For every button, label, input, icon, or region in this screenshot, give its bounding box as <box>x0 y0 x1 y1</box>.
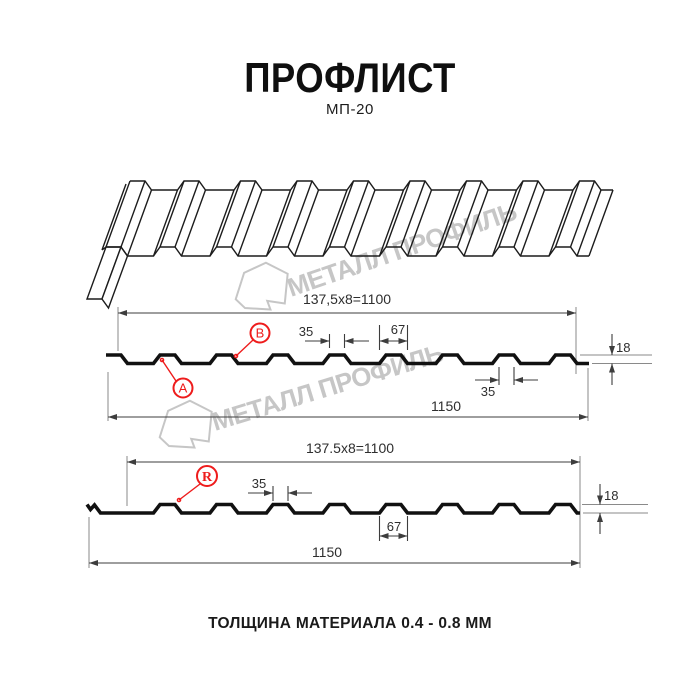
dim-rib-top-width: 35 <box>252 476 266 491</box>
dim-rib-top-width-right: 35 <box>481 384 495 399</box>
label-a-letter: A <box>179 381 188 396</box>
sheet-left-edge <box>101 183 127 251</box>
dim-overall-top: 1150 <box>431 398 461 414</box>
cross-section-top: 137,5x8=1100 35 67 18 35 1150 A <box>106 291 652 421</box>
point-label-b: B <box>233 322 271 359</box>
leader-line <box>235 339 254 357</box>
profile-model-subtitle: МП-20 <box>326 101 374 118</box>
metall-profil-logo-icon <box>234 261 289 311</box>
leader-dot <box>233 353 239 359</box>
label-r-letter: R <box>202 470 213 485</box>
dim-ticks-rib-base <box>378 325 409 350</box>
dim-ticks-rib-top-right <box>498 367 515 385</box>
label-a-badge <box>172 377 194 399</box>
material-thickness-note: ТОЛЩИНА МАТЕРИАЛА 0.4 - 0.8 ММ <box>208 615 492 632</box>
profile-outline-top <box>106 353 589 366</box>
dim-rib-base-width: 67 <box>391 322 405 337</box>
watermark-text: МЕТАЛЛ ПРОФИЛЬ <box>208 337 448 436</box>
dim-overall-bottom: 1150 <box>312 544 342 560</box>
sheet-near-edge <box>106 246 589 257</box>
dim-ticks-rib-top <box>272 486 289 501</box>
dim-profile-height: 18 <box>616 340 630 355</box>
sheet-far-edge <box>130 180 613 191</box>
sheet-3d-view <box>85 180 614 310</box>
leader-line <box>161 359 177 382</box>
sheet-rib-edges <box>105 180 614 257</box>
label-r-badge <box>196 465 218 487</box>
dim-ticks-rib-top <box>328 334 346 348</box>
dim-rib-base-width: 67 <box>387 519 401 534</box>
point-label-a: A <box>159 357 194 399</box>
dim-coverage-bottom: 137.5x8=1100 <box>306 440 394 456</box>
dim-rib-top-width: 35 <box>299 324 313 339</box>
dim-profile-height: 18 <box>604 488 618 503</box>
page-title: ПРОФЛИСТ <box>244 54 456 101</box>
watermark-lower: МЕТАЛЛ ПРОФИЛЬ <box>158 337 448 449</box>
leader-line <box>178 483 201 501</box>
label-b-badge <box>249 322 271 344</box>
profile-outline-bottom <box>85 502 580 515</box>
point-label-r: R <box>176 465 218 503</box>
leader-dot <box>159 357 165 363</box>
extension-lines <box>107 307 652 421</box>
label-b-letter: B <box>256 326 265 341</box>
leader-dot <box>176 497 182 503</box>
metall-profil-logo-icon <box>158 399 213 449</box>
dim-coverage-top: 137,5x8=1100 <box>303 291 391 307</box>
cross-section-bottom: 137.5x8=1100 35 67 18 1150 R <box>85 440 648 568</box>
